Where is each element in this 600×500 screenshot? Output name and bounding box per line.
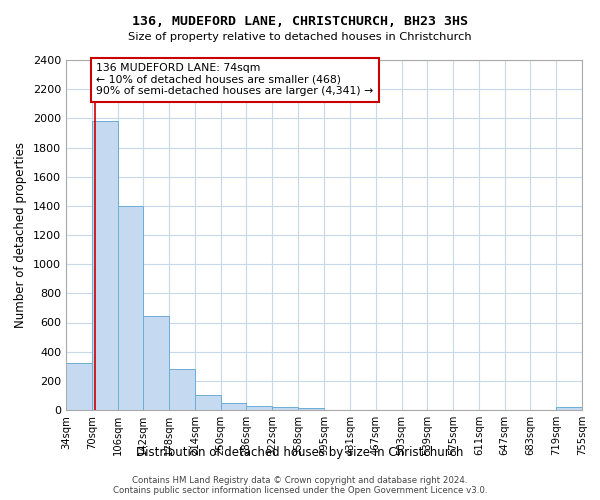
Text: Distribution of detached houses by size in Christchurch: Distribution of detached houses by size …: [136, 446, 464, 459]
Bar: [298, 408, 323, 410]
Bar: [247, 406, 272, 410]
Bar: [195, 394, 221, 410]
Bar: [118, 206, 143, 410]
Bar: [143, 316, 169, 410]
Text: 136 MUDEFORD LANE: 74sqm
← 10% of detached houses are smaller (468)
90% of semi-: 136 MUDEFORD LANE: 74sqm ← 10% of detach…: [96, 63, 373, 96]
Bar: [272, 407, 298, 410]
Bar: [92, 122, 118, 410]
Bar: [66, 364, 92, 410]
Text: 136, MUDEFORD LANE, CHRISTCHURCH, BH23 3HS: 136, MUDEFORD LANE, CHRISTCHURCH, BH23 3…: [132, 15, 468, 28]
Bar: [556, 407, 582, 410]
Y-axis label: Number of detached properties: Number of detached properties: [14, 142, 28, 328]
Bar: [169, 369, 195, 410]
Bar: [221, 404, 247, 410]
Text: Contains HM Land Registry data © Crown copyright and database right 2024.
Contai: Contains HM Land Registry data © Crown c…: [113, 476, 487, 495]
Text: Size of property relative to detached houses in Christchurch: Size of property relative to detached ho…: [128, 32, 472, 42]
